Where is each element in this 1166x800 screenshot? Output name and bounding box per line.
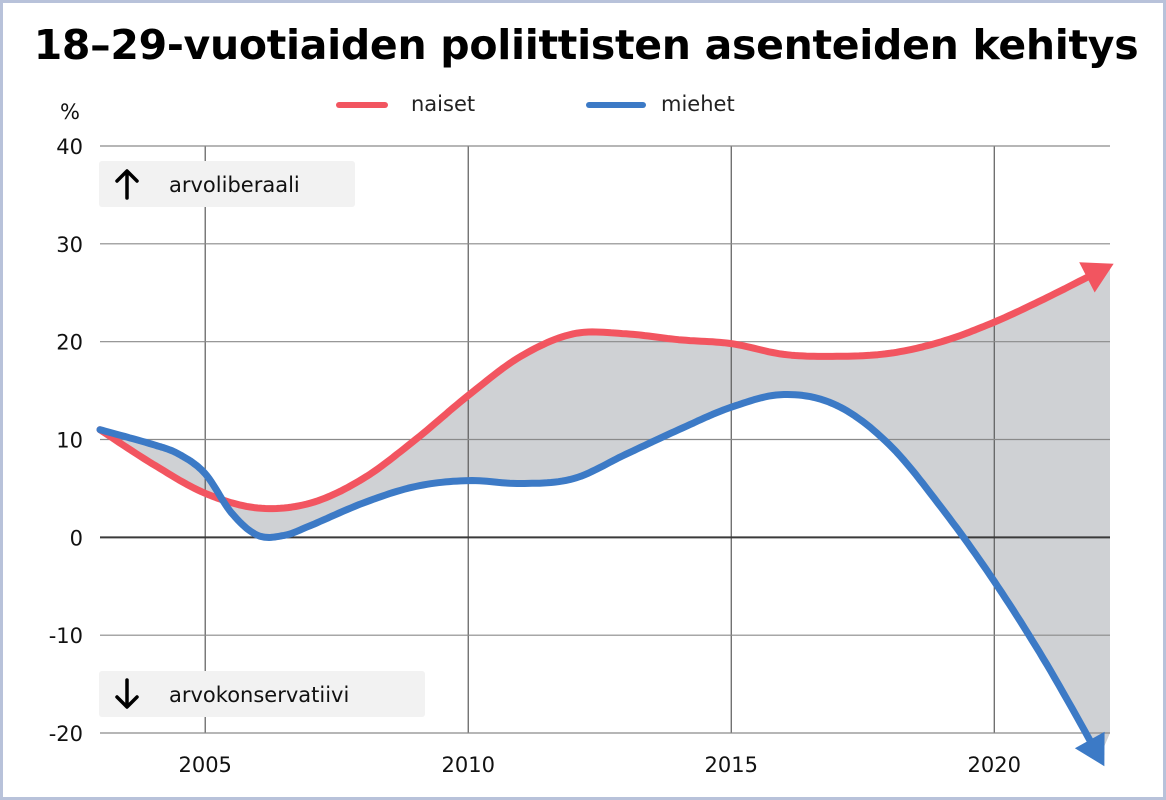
series-lines bbox=[96, 262, 1114, 767]
horizontal-gridlines bbox=[100, 145, 1110, 734]
legend-label-naiset: naiset bbox=[411, 92, 475, 116]
annotation-conservative-label: arvokonservatiivi bbox=[169, 683, 349, 707]
chart-title: 18–29-vuotiaiden poliittisten asenteiden… bbox=[33, 21, 1139, 69]
x-tick-label-2015: 2015 bbox=[705, 753, 758, 777]
shaded-gap-area bbox=[100, 268, 1110, 758]
annotation-liberal-box bbox=[99, 161, 355, 207]
series-arrowhead-naiset bbox=[1079, 262, 1114, 293]
series-arrowhead-miehet bbox=[1074, 731, 1105, 767]
y-tick-label-40: 40 bbox=[56, 135, 83, 159]
arrow-down-icon bbox=[115, 678, 139, 709]
x-tick-label-2005: 2005 bbox=[178, 753, 231, 777]
y-tick-label-30: 30 bbox=[56, 233, 83, 257]
legend: naiset miehet bbox=[336, 92, 735, 116]
y-tick-label-10: 10 bbox=[56, 429, 83, 453]
y-axis-unit-label: % bbox=[60, 100, 80, 124]
series-line-miehet bbox=[96, 391, 1103, 761]
x-tick-label-2020: 2020 bbox=[968, 753, 1021, 777]
y-tick-label-20: 20 bbox=[56, 331, 83, 355]
arrow-up-icon bbox=[115, 169, 139, 200]
x-tick-label-2010: 2010 bbox=[442, 753, 495, 777]
annotation-liberal-label: arvoliberaali bbox=[169, 173, 300, 197]
annotation-liberal: arvoliberaali bbox=[99, 161, 355, 207]
series-line-naiset bbox=[96, 264, 1109, 513]
legend-label-miehet: miehet bbox=[661, 92, 735, 116]
y-axis-ticks: 40 30 20 10 0 -10 -20 bbox=[49, 135, 83, 746]
x-axis-ticks: 2005 2010 2015 2020 bbox=[178, 753, 1021, 777]
y-tick-label-0: 0 bbox=[70, 526, 83, 550]
annotation-conservative: arvokonservatiivi bbox=[99, 671, 425, 717]
annotation-conservative-box bbox=[99, 671, 425, 717]
y-tick-label--10: -10 bbox=[49, 624, 83, 648]
y-tick-label--20: -20 bbox=[49, 722, 83, 746]
